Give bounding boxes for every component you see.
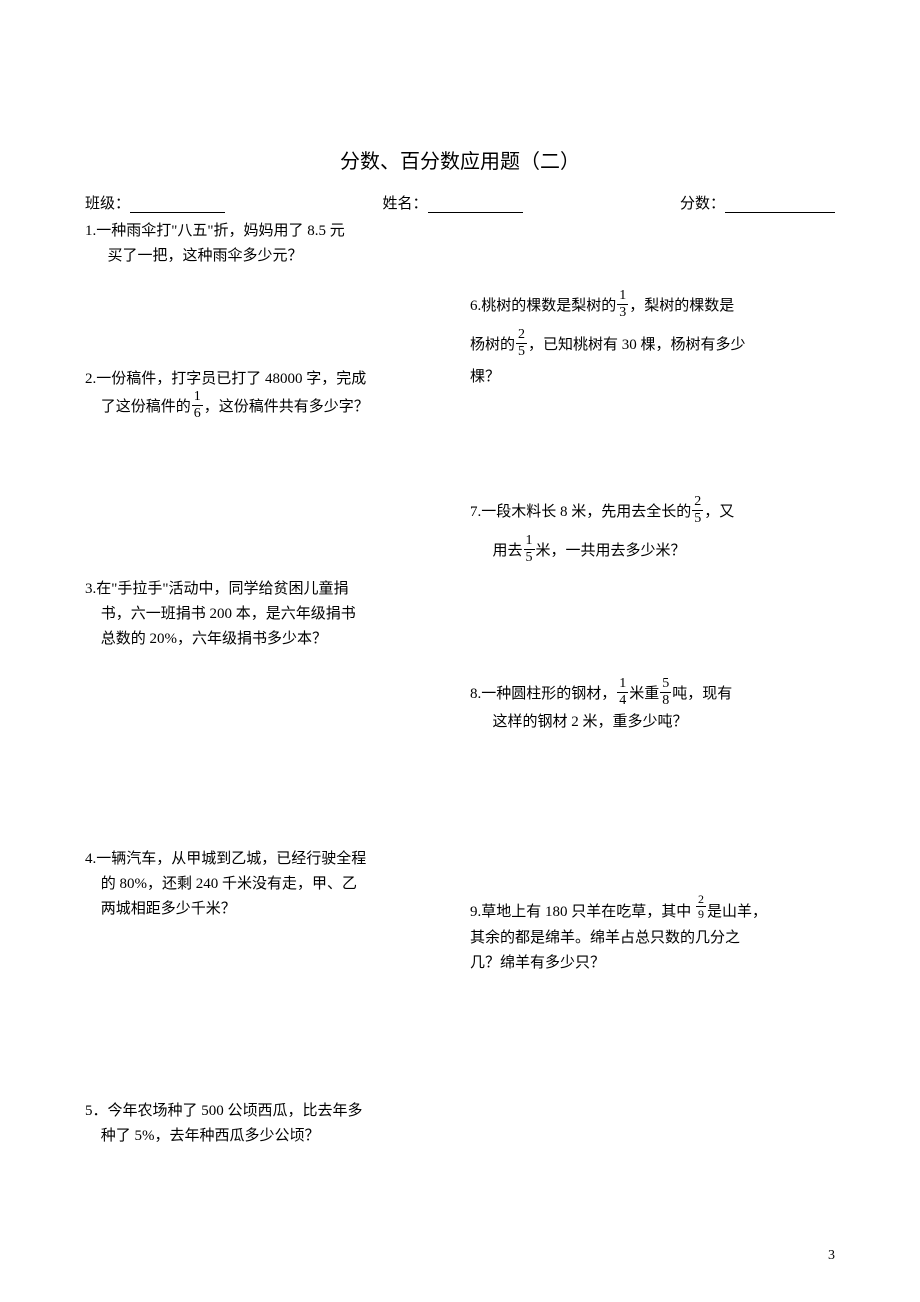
problem-6: 6.桃树的棵数是梨树的13，梨树的棵数是 杨树的25，已知桃树有 30 棵，杨树… [470,291,746,390]
problem-2: 2.一份稿件，打字员已打了 48000 字，完成 了这份稿件的16，这份稿件共有… [85,367,369,423]
score-label: 分数： [680,192,835,213]
class-label: 班级： [85,192,225,213]
name-label: 姓名： [383,192,523,213]
header-row: 班级： 姓名： 分数： [85,192,835,213]
problem-5: 5．今年农场种了 500 公顷西瓜，比去年多 种了 5%，去年种西瓜多少公顷？ [85,1099,363,1149]
problem-9: 9.草地上有 180 只羊在吃草，其中 29是山羊， 其余的都是绵羊。绵羊占总只… [470,899,767,976]
page-title: 分数、百分数应用题（二） [85,145,835,174]
problem-3: 3.在"手拉手"活动中，同学给贫困儿童捐 书，六一班捐书 200 本，是六年级捐… [85,577,356,651]
page-number: 3 [828,1248,835,1264]
problem-4: 4.一辆汽车，从甲城到乙城，已经行驶全程 的 80%，还剩 240 千米没有走，… [85,847,366,921]
problem-7: 7.一段木料长 8 米，先用去全长的25，又 用去15米，一共用去多少米？ [470,497,734,567]
problem-8: 8.一种圆柱形的钢材，14米重58吨，现有 这样的钢材 2 米，重多少吨？ [470,679,732,735]
problem-1: 1.一种雨伞打"八五"折，妈妈用了 8.5 元 买了一把，这种雨伞多少元？ [85,219,345,269]
